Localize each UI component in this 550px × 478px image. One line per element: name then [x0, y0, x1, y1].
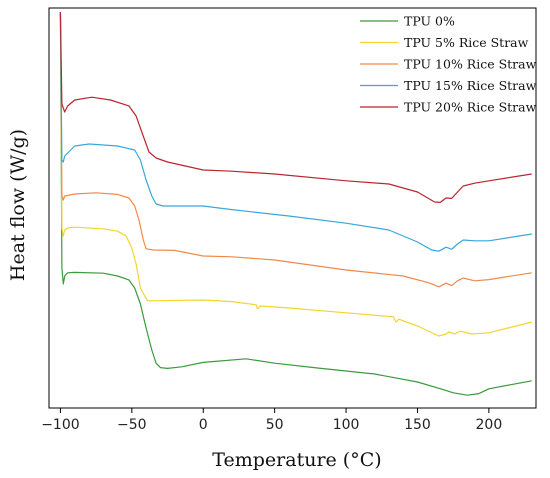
x-tick-label-4: 100	[333, 417, 360, 433]
legend-label-4: TPU 20% Rice Straw	[404, 100, 537, 115]
series-layer	[59, 11, 532, 396]
x-tick-label-5: 150	[404, 417, 431, 433]
plot-frame	[48, 7, 537, 409]
series-line-1	[59, 11, 532, 337]
x-tick-label-6: 200	[476, 417, 503, 433]
series-line-0	[59, 11, 532, 396]
x-tick-label-2: 0	[199, 417, 208, 433]
x-axis-title: Temperature (°C)	[212, 449, 381, 471]
x-tick-label-3: 50	[266, 417, 284, 433]
legend-label-1: TPU 5% Rice Straw	[404, 35, 529, 50]
legend: TPU 0% TPU 5% Rice Straw TPU 10% Rice Stra…	[360, 14, 537, 115]
legend-label-3: TPU 15% Rice Straw	[404, 78, 537, 93]
x-tick-label-0: −100	[41, 417, 79, 433]
x-axis-ticks: −100 −50 0 50 100 150 200	[41, 408, 502, 433]
x-tick-label-1: −50	[117, 417, 147, 433]
series-line-2	[59, 11, 532, 288]
y-axis-title: Heat flow (W/g)	[7, 129, 29, 281]
legend-label-2: TPU 10% Rice Straw	[404, 57, 537, 72]
legend-label-0: TPU 0%	[404, 14, 455, 29]
series-line-3	[59, 11, 532, 252]
series-line-4	[59, 11, 532, 203]
